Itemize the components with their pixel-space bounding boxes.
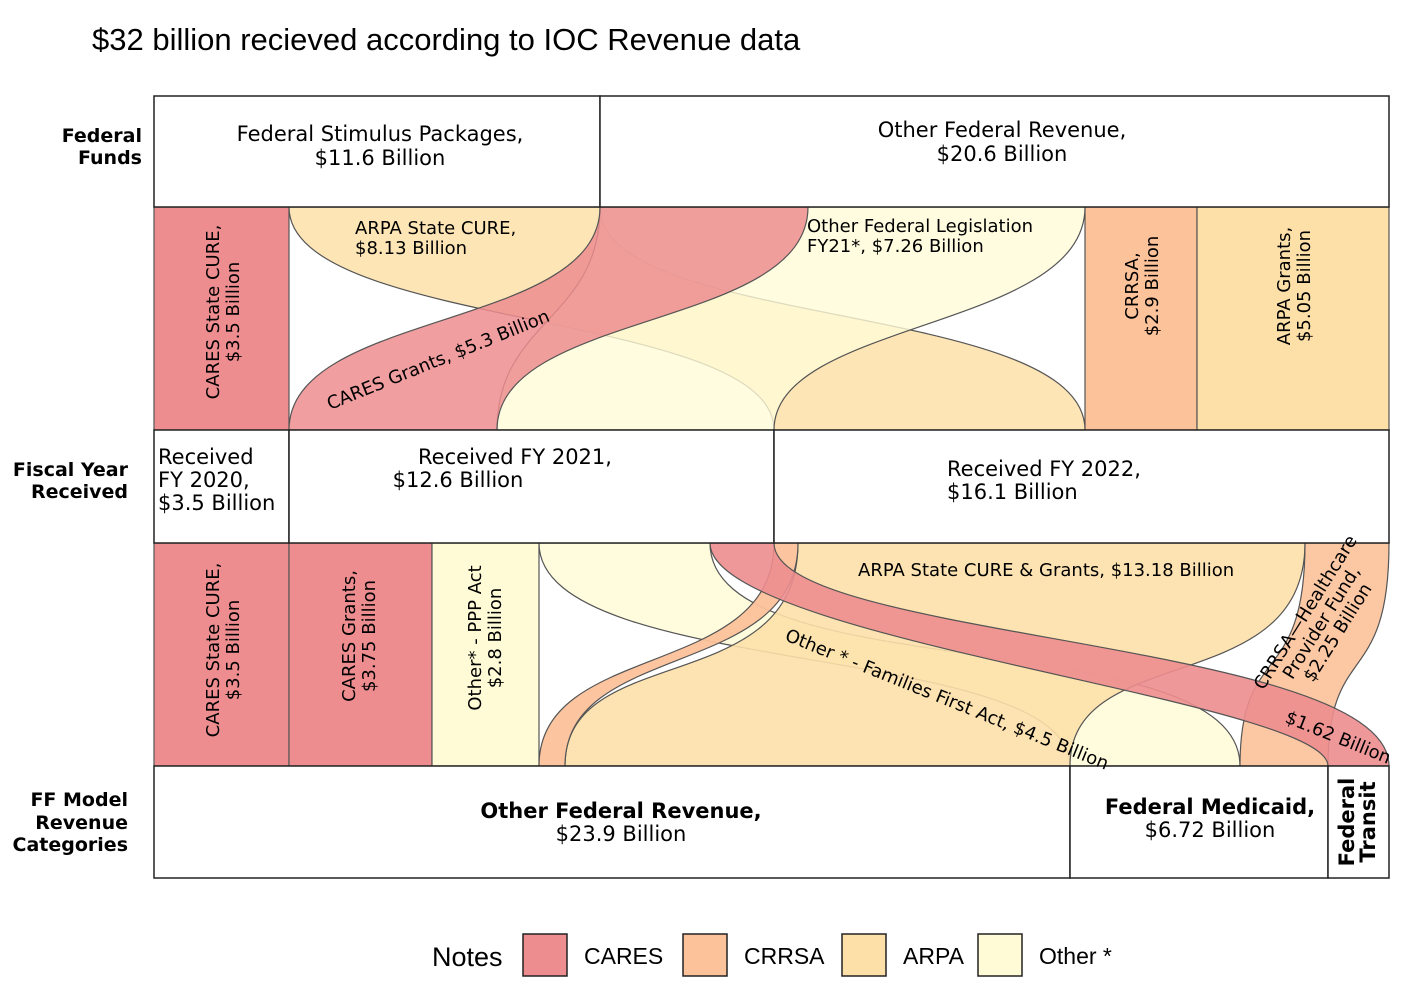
other-federal-value: $20.6 Billion <box>937 142 1068 166</box>
upper-flows <box>153 206 1390 431</box>
box-fy2022 <box>773 429 1390 544</box>
legend-swatch-other <box>977 933 1023 977</box>
label-line: $3.5 Billion <box>223 262 244 363</box>
label-arpa-state-cure-1: ARPA State CURE, <box>355 218 516 239</box>
label-ppp-act: Other* - PPP Act $2.8 Billion <box>465 565 506 710</box>
row-label-line: Received <box>31 481 128 503</box>
label-cares-grants-lower: CARES Grants, $3.75 Billion <box>339 570 380 702</box>
box-fy2020 <box>153 429 290 544</box>
label-line: $2.9 Billion <box>1142 236 1163 337</box>
fy2021-value: $12.6 Billion <box>393 468 524 492</box>
stimulus-value: $11.6 Billion <box>315 146 446 170</box>
row-label-fiscal-year: Fiscal Year Received <box>13 459 129 503</box>
legend-swatch-arpa <box>841 933 887 977</box>
fy2022-value: $16.1 Billion <box>947 480 1078 504</box>
label-cares-state-cure-lower: CARES State CURE, $3.5 Billion <box>203 563 244 738</box>
label-line: CARES State CURE, <box>203 563 224 738</box>
ff-transit-label: Federal Transit <box>1335 778 1380 867</box>
legend-items: CARES CRRSA ARPA Other * <box>522 933 1112 977</box>
ff-other-label: Other Federal Revenue, <box>480 799 761 823</box>
flow-cares-grants-lower <box>288 542 433 767</box>
label-line: CARES State CURE, <box>203 225 224 400</box>
legend-swatch-crrsa <box>682 933 728 977</box>
legend-label-arpa: ARPA <box>903 943 965 969</box>
flow-cares-state-cure-upper <box>153 206 290 431</box>
row-label-line: Categories <box>13 834 128 856</box>
label-arpa-state-cure-2: $8.13 Billion <box>355 238 467 259</box>
row-label-federal-funds: Federal Funds <box>62 125 142 169</box>
row-label-line: Federal <box>62 125 142 147</box>
legend-label-crrsa: CRRSA <box>744 943 825 969</box>
legend-title: Notes <box>432 942 503 972</box>
lower-flows <box>153 542 1390 767</box>
fy2020-line1: Received <box>158 445 254 469</box>
box-ff-other <box>153 765 1071 879</box>
label-line: CARES Grants, <box>339 570 360 702</box>
fy2020-line2: FY 2020, <box>158 468 250 492</box>
fy2022-label: Received FY 2022, <box>947 457 1141 481</box>
ff-transit-line2: Transit <box>1356 781 1380 862</box>
label-line: $5.05 Billion <box>1294 230 1315 342</box>
label-other-fed-leg-2: FY21*, $7.26 Billion <box>807 236 984 257</box>
other-federal-label: Other Federal Revenue, <box>878 118 1127 142</box>
label-line: Other* - PPP Act <box>465 565 486 710</box>
legend: Notes CARES CRRSA ARPA Other * <box>432 933 1112 977</box>
row-label-line: Revenue <box>35 812 128 834</box>
stimulus-label: Federal Stimulus Packages, <box>237 122 524 146</box>
flow-crrsa-upper <box>1084 206 1198 431</box>
ff-other-value: $23.9 Billion <box>556 822 687 846</box>
fy2020-line3: $3.5 Billion <box>158 491 275 515</box>
label-line: CRRSA, <box>1122 252 1143 319</box>
row-label-line: Funds <box>78 147 142 169</box>
box-fy2021 <box>288 429 775 544</box>
fy2021-label: Received FY 2021, <box>418 445 612 469</box>
box-ff-medicaid <box>1069 765 1329 879</box>
label-cares-state-cure-upper: CARES State CURE, $3.5 Billion <box>203 225 244 400</box>
label-line: $3.75 Billion <box>359 580 380 692</box>
chart-title: $32 billion recieved according to IOC Re… <box>92 22 801 57</box>
label-arpa-state-cure-grants: ARPA State CURE & Grants, $13.18 Billion <box>858 560 1234 581</box>
ff-transit-line1: Federal <box>1335 778 1359 867</box>
label-line: ARPA Grants, <box>1274 227 1295 346</box>
row-label-ff-model: FF Model Revenue Categories <box>13 789 128 856</box>
ff-medicaid-label: Federal Medicaid, <box>1105 795 1315 819</box>
box-other-federal-revenue <box>599 95 1390 208</box>
label-line: $3.5 Billion <box>223 600 244 701</box>
legend-label-other: Other * <box>1039 943 1112 969</box>
row-label-line: FF Model <box>30 789 128 811</box>
label-line: $2.8 Billion <box>485 588 506 689</box>
flow-ppp-act <box>431 542 540 767</box>
box-ff-transit <box>1327 765 1390 879</box>
ff-medicaid-value: $6.72 Billion <box>1145 818 1276 842</box>
legend-swatch-cares <box>522 933 568 977</box>
label-arpa-grants-upper: ARPA Grants, $5.05 Billion <box>1274 227 1315 346</box>
row-label-line: Fiscal Year <box>13 459 129 481</box>
legend-label-cares: CARES <box>584 943 663 969</box>
label-other-fed-leg-1: Other Federal Legislation <box>807 216 1033 237</box>
label-crrsa-upper: CRRSA, $2.9 Billion <box>1122 236 1163 337</box>
